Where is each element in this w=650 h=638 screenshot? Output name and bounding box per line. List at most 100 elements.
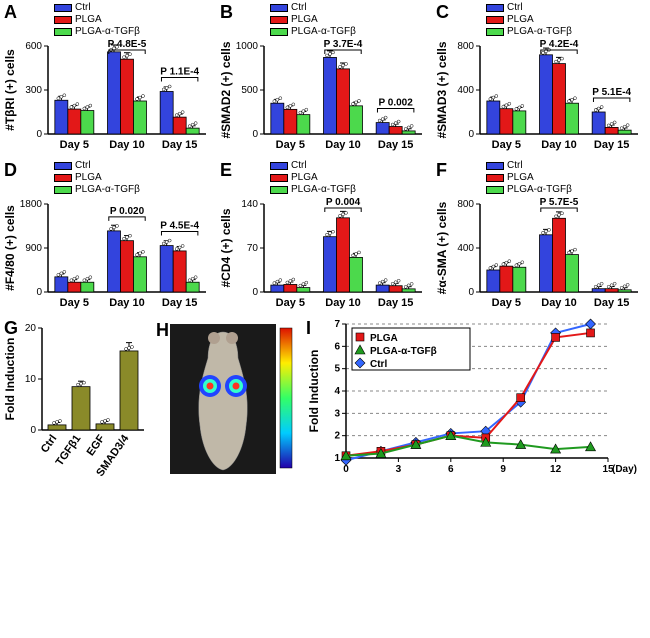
svg-text:0: 0 [36, 129, 42, 140]
svg-text:Ctrl: Ctrl [39, 433, 60, 455]
svg-text:300: 300 [25, 85, 42, 96]
svg-text:Day 5: Day 5 [276, 297, 305, 309]
svg-text:Day 10: Day 10 [541, 297, 576, 309]
svg-text:1800: 1800 [20, 199, 43, 210]
svg-text:800: 800 [457, 41, 474, 52]
svg-text:3: 3 [334, 408, 340, 419]
svg-text:1000: 1000 [236, 41, 259, 52]
svg-text:#TβRI (+) cells: #TβRI (+) cells [3, 49, 17, 131]
svg-text:6: 6 [334, 341, 340, 352]
svg-text:70: 70 [247, 243, 259, 254]
svg-text:12: 12 [550, 464, 562, 475]
legend-label: PLGA [291, 14, 318, 25]
svg-text:#CD4 (+) cells: #CD4 (+) cells [219, 208, 233, 287]
panel-label: B [220, 2, 233, 23]
svg-text:20: 20 [25, 323, 37, 334]
panel-F: 0400800#α-SMA (+) cellsDay 5Day 10P 5.7E… [432, 158, 648, 316]
svg-text:Day 10: Day 10 [541, 139, 576, 151]
svg-text:5: 5 [334, 364, 340, 375]
svg-text:0: 0 [468, 129, 474, 140]
svg-text:#F4/80 (+) cells: #F4/80 (+) cells [3, 205, 17, 291]
panel-H: H [152, 318, 300, 478]
panel-A: 0300600#TβRI (+) cellsDay 5Day 10P 4.8E-… [0, 0, 216, 158]
svg-text:(Day): (Day) [612, 464, 637, 475]
panel-D: 09001800#F4/80 (+) cellsDay 5Day 10P 0.0… [0, 158, 216, 316]
legend-label: PLGA-α-TGFβ [75, 26, 140, 37]
svg-text:P 4.2E-4: P 4.2E-4 [540, 39, 579, 50]
legend-label: PLGA-α-TGFβ [507, 184, 572, 195]
svg-text:Day 15: Day 15 [162, 139, 197, 151]
legend: CtrlPLGAPLGA-α-TGFβ [486, 2, 572, 38]
panel-B: 05001000#SMAD2 (+) cellsDay 5Day 10P 3.7… [216, 0, 432, 158]
svg-text:P 3.7E-4: P 3.7E-4 [324, 39, 363, 50]
svg-text:Fold Induction: Fold Induction [307, 350, 321, 433]
svg-text:0: 0 [252, 129, 258, 140]
svg-text:Day 5: Day 5 [60, 297, 89, 309]
svg-text:0: 0 [343, 464, 349, 475]
svg-text:Day 15: Day 15 [378, 139, 413, 151]
svg-text:Day 10: Day 10 [325, 297, 360, 309]
svg-text:800: 800 [457, 199, 474, 210]
svg-text:P 5.7E-5: P 5.7E-5 [540, 197, 579, 208]
panel-label: G [4, 318, 18, 339]
legend-label: Ctrl [291, 2, 307, 13]
panel-label: C [436, 2, 449, 23]
svg-text:Day 10: Day 10 [325, 139, 360, 151]
svg-text:3: 3 [396, 464, 402, 475]
legend-label: PLGA [75, 172, 102, 183]
svg-text:6: 6 [448, 464, 454, 475]
svg-text:#SMAD3 (+) cells: #SMAD3 (+) cells [435, 41, 449, 138]
svg-text:Day 10: Day 10 [109, 139, 144, 151]
svg-text:600: 600 [25, 41, 42, 52]
svg-text:9: 9 [500, 464, 506, 475]
legend-label: PLGA-α-TGFβ [291, 184, 356, 195]
svg-text:0: 0 [468, 287, 474, 298]
legend-label: PLGA-α-TGFβ [507, 26, 572, 37]
svg-text:PLGA: PLGA [370, 333, 398, 344]
legend-label: PLGA-α-TGFβ [291, 26, 356, 37]
legend-label: Ctrl [75, 2, 91, 13]
svg-text:140: 140 [241, 199, 258, 210]
legend-label: PLGA [507, 172, 534, 183]
svg-text:Day 5: Day 5 [492, 297, 521, 309]
legend: CtrlPLGAPLGA-α-TGFβ [54, 2, 140, 38]
legend-label: Ctrl [291, 160, 307, 171]
legend-label: PLGA [75, 14, 102, 25]
svg-text:Day 15: Day 15 [594, 297, 629, 309]
svg-text:10: 10 [25, 374, 37, 385]
legend: CtrlPLGAPLGA-α-TGFβ [54, 160, 140, 196]
svg-text:0: 0 [30, 425, 36, 436]
svg-text:P 0.002: P 0.002 [379, 98, 414, 109]
svg-text:EGF: EGF [85, 433, 108, 459]
svg-text:#α-SMA (+) cells: #α-SMA (+) cells [435, 201, 449, 294]
svg-text:P 1.1E-4: P 1.1E-4 [160, 66, 199, 77]
panel-label: H [156, 320, 169, 341]
svg-text:Day 10: Day 10 [109, 297, 144, 309]
panel-label: E [220, 160, 232, 181]
panel-label: F [436, 160, 447, 181]
legend-label: PLGA-α-TGFβ [75, 184, 140, 195]
panel-I: 123456703691215Fold Induction(Day)PLGAPL… [302, 316, 648, 478]
panel-label: D [4, 160, 17, 181]
legend-label: Ctrl [507, 2, 523, 13]
svg-text:0: 0 [36, 287, 42, 298]
svg-text:2: 2 [334, 431, 340, 442]
svg-text:500: 500 [241, 85, 258, 96]
svg-text:PLGA-α-TGFβ: PLGA-α-TGFβ [370, 346, 437, 357]
svg-text:Day 15: Day 15 [162, 297, 197, 309]
legend: CtrlPLGAPLGA-α-TGFβ [486, 160, 572, 196]
svg-text:Ctrl: Ctrl [370, 359, 387, 370]
svg-text:P 5.1E-4: P 5.1E-4 [592, 87, 631, 98]
panel-C: 0400800#SMAD3 (+) cellsDay 5Day 10P 4.2E… [432, 0, 648, 158]
svg-text:TGFβ1: TGFβ1 [54, 433, 84, 468]
panel-G: 01020Fold InductionCtrlTGFβ1EGFSMAD3/4G [0, 316, 150, 478]
legend-label: PLGA [291, 172, 318, 183]
panel-label: A [4, 2, 17, 23]
panel-E: 070140#CD4 (+) cellsDay 5Day 10P 0.004Da… [216, 158, 432, 316]
svg-text:P 0.004: P 0.004 [326, 197, 361, 208]
svg-text:Day 5: Day 5 [276, 139, 305, 151]
svg-text:Day 5: Day 5 [60, 139, 89, 151]
svg-text:1: 1 [334, 453, 340, 464]
legend-label: Ctrl [507, 160, 523, 171]
svg-text:400: 400 [457, 85, 474, 96]
